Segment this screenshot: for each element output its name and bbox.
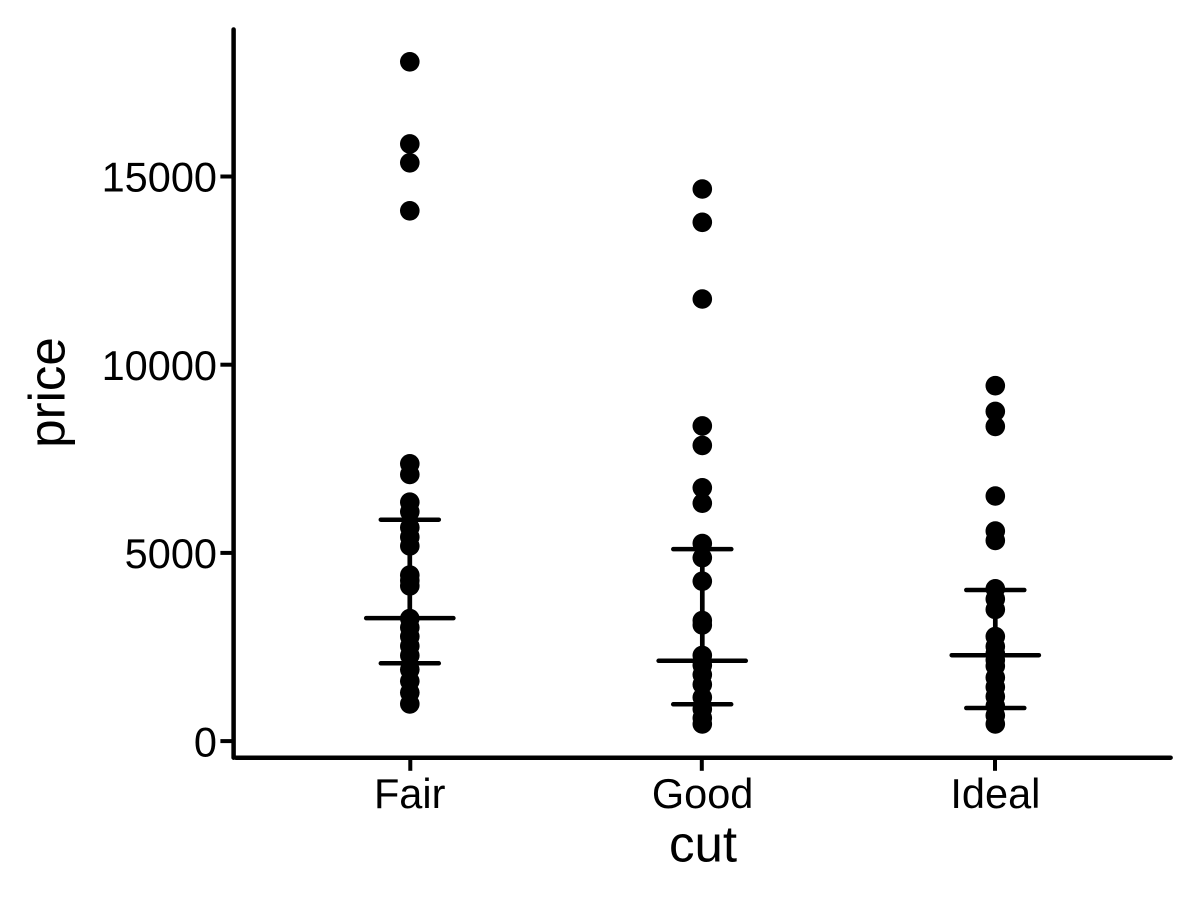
svg-text:cut: cut (669, 816, 737, 873)
svg-text:0: 0 (194, 718, 217, 765)
svg-text:Ideal: Ideal (950, 770, 1040, 817)
svg-text:Good: Good (652, 770, 754, 817)
svg-text:price: price (19, 337, 76, 448)
svg-text:15000: 15000 (102, 154, 217, 201)
svg-text:Fair: Fair (374, 770, 446, 817)
svg-text:10000: 10000 (102, 342, 217, 389)
svg-text:5000: 5000 (125, 530, 217, 577)
